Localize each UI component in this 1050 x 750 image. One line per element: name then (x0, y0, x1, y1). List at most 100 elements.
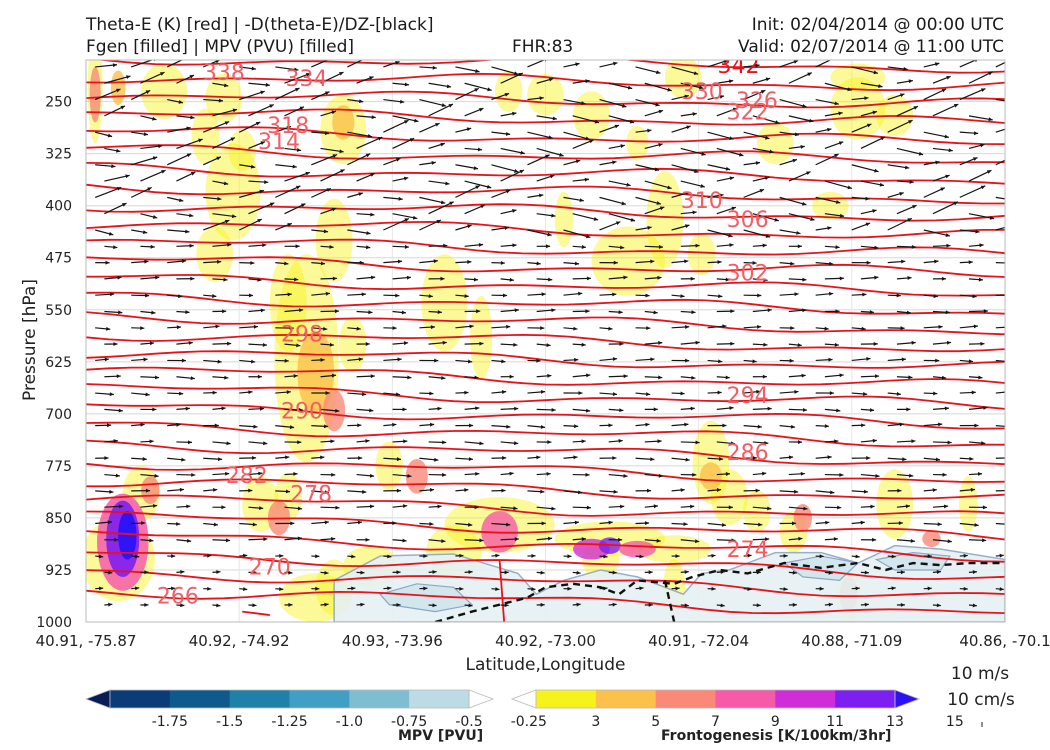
wind-vector-head (260, 308, 265, 313)
wind-vector-head (988, 117, 993, 122)
wind-vector-head (621, 103, 627, 108)
wind-vector-head (370, 275, 376, 280)
wind-vector-head (747, 587, 752, 592)
wind-vector-head (1011, 293, 1015, 297)
wind-vector-head (613, 260, 618, 265)
wind-vector-head (171, 586, 176, 591)
wind-vector-head (872, 438, 877, 443)
theta-e-contour (498, 559, 506, 622)
wind-vector-head (478, 242, 484, 247)
wind-vector-head (612, 602, 617, 607)
theta-e-label: 302 (727, 261, 769, 286)
wind-vector-head (118, 310, 123, 315)
wind-vector-head (1007, 127, 1011, 131)
wind-vector-head (619, 408, 624, 413)
wind-vector (680, 147, 706, 156)
wind-vector-head (332, 154, 338, 158)
wind-vector-head (265, 82, 270, 87)
wind-vector-head (872, 110, 877, 115)
wind-vector-head (152, 215, 158, 219)
theta-e-contour (86, 421, 1005, 448)
wind-vector-head (758, 522, 763, 527)
wind-vector-head (404, 82, 409, 87)
wind-vector-head (351, 586, 356, 591)
x-tick-label: 40.86, -70.1 (959, 632, 1050, 650)
wind-vector-head (902, 457, 907, 462)
wind-vector-head (874, 245, 879, 250)
wind-vector-head (252, 522, 257, 527)
wind-vector-head (943, 504, 949, 509)
wind-vector-head (720, 570, 725, 575)
wind-vector-head (190, 115, 195, 120)
wind-vector-head (154, 375, 160, 380)
wind-vector-head (186, 153, 192, 158)
wind-vector-head (978, 277, 984, 282)
wind-vector-head (680, 488, 685, 493)
wind-vector-head (722, 423, 727, 428)
wind-vector-head (891, 554, 896, 559)
wind-vector-head (653, 407, 658, 412)
wind-vector-head (359, 260, 364, 265)
wind-vector-head (944, 406, 949, 411)
fgen-colorbar-tick: 7 (711, 714, 720, 730)
wind-vector-head (763, 278, 768, 282)
fgen-fill (876, 469, 914, 539)
wind-vector-head (685, 325, 690, 329)
wind-vector-head (293, 374, 298, 378)
wind-vector-head (646, 488, 652, 493)
wind-vector-head (190, 376, 195, 381)
wind-vector-head (797, 343, 802, 347)
theta-e-label: 318 (267, 114, 309, 139)
wind-vector-head (216, 156, 221, 161)
wind-vector-head (187, 440, 193, 445)
wind-vector-head (178, 198, 184, 203)
mpv-colorbar-tick: -0.5 (455, 714, 482, 730)
wind-vector (824, 82, 852, 91)
wind-vector (104, 174, 130, 182)
wind-vector-head (933, 294, 938, 299)
wind-vector-head (147, 187, 152, 192)
wind-vector-head (547, 536, 553, 541)
y-tick-label: 550 (45, 303, 72, 319)
forecast-hour-label: FHR:83 (512, 37, 574, 57)
wind-vector-head (589, 139, 594, 144)
wind-vector-head (731, 206, 736, 211)
wind-vector-head (260, 90, 265, 95)
wind-vector-head (646, 326, 651, 331)
wind-vector-head (866, 123, 872, 128)
wind-vector-head (667, 87, 672, 92)
wind-vector-head (765, 135, 770, 140)
theta-e-label: 306 (727, 208, 769, 233)
theta-e-contour (86, 90, 1005, 109)
wind-vector (680, 180, 705, 188)
wind-vector-head (403, 341, 409, 346)
wind-vector-head (134, 586, 140, 591)
wind-vector-head (732, 107, 738, 112)
wind-vector-head (718, 359, 723, 364)
wind-vector-head (864, 570, 869, 575)
wind-vector-head (874, 168, 879, 173)
wind-vector-head (658, 375, 663, 380)
wind-vector-head (729, 176, 735, 181)
wind-vector-head (370, 212, 375, 217)
wind-vector (248, 104, 274, 117)
theta-e-contour (86, 350, 1005, 369)
wind-vector-head (487, 87, 492, 92)
wind-vector-head (445, 181, 450, 186)
wind-vector-head (340, 169, 345, 174)
wind-vector-head (835, 200, 841, 204)
theta-e-label: 274 (727, 538, 769, 563)
wind-vector (347, 60, 364, 68)
fgen-colorbar-extend-right (894, 689, 921, 709)
wind-vector-head (513, 441, 519, 446)
wind-vector-head (658, 244, 664, 249)
wind-vector-head (548, 135, 553, 140)
fgen-fill (573, 91, 610, 140)
wind-vector-head (297, 506, 303, 511)
vector-scale-vertical: 10 cm/s (947, 690, 1015, 710)
wind-vector-head (839, 213, 845, 218)
wind-vector-head (701, 151, 706, 156)
fgen-fill (699, 462, 722, 491)
wind-vector-head (986, 170, 992, 174)
wind-vector-head (927, 586, 932, 591)
